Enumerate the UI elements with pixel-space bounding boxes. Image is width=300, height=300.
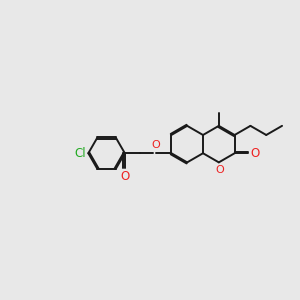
Text: Cl: Cl xyxy=(74,147,86,160)
Text: O: O xyxy=(151,140,160,150)
Text: O: O xyxy=(215,165,224,175)
Text: O: O xyxy=(250,147,259,160)
Text: O: O xyxy=(120,170,130,183)
